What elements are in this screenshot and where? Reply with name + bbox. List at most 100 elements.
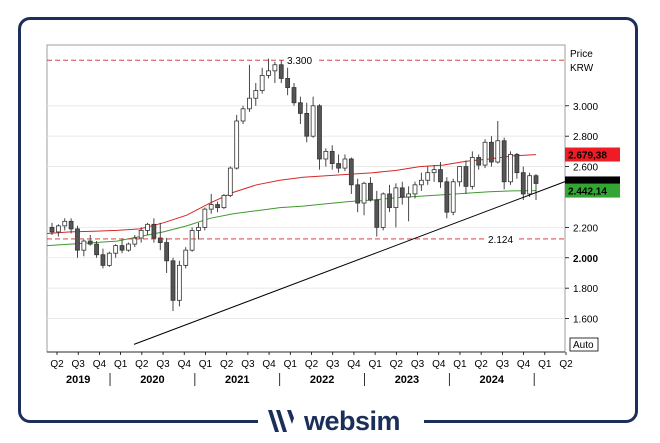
y-axis-currency: KRW: [570, 63, 594, 74]
candle-body: [399, 187, 405, 198]
candle-body: [227, 167, 233, 196]
y-tick-label: 3.000: [573, 102, 598, 113]
candle-body: [208, 204, 214, 210]
level-label: 2.124: [488, 235, 513, 246]
candle-body: [87, 240, 93, 245]
candle-body: [495, 140, 501, 163]
candle-body: [425, 172, 431, 181]
candle-body: [94, 243, 99, 256]
candle-body: [189, 230, 195, 251]
candle-body: [361, 182, 367, 204]
candle-body: [387, 193, 392, 209]
x-quarter-label: Q1: [538, 359, 552, 370]
candle-body: [113, 245, 119, 254]
x-quarter-label: Q4: [93, 359, 107, 370]
candle-body: [145, 223, 150, 231]
level-label-bg: [485, 232, 519, 245]
x-quarter-label: Q3: [72, 359, 86, 370]
x-quarter-label: Q2: [135, 359, 149, 370]
x-quarter-label: Q3: [326, 359, 340, 370]
x-year-label: 2022: [310, 374, 334, 386]
level-label-bg: [284, 54, 318, 67]
candle-body: [266, 70, 271, 76]
candle-body: [514, 154, 520, 174]
candle-body: [323, 150, 329, 160]
candle-body: [310, 105, 316, 137]
candle-body: [489, 141, 494, 163]
candle-body: [329, 150, 335, 164]
candle-body: [317, 105, 322, 160]
value-badge: [565, 147, 620, 162]
candle-body: [508, 154, 513, 183]
candle-body: [221, 195, 227, 209]
x-quarter-label: Q4: [262, 359, 276, 370]
candle-body: [355, 184, 361, 204]
candle-body: [100, 254, 106, 266]
candle-body: [304, 112, 310, 137]
x-year-label: 2021: [225, 374, 249, 386]
x-quarter-label: Q3: [241, 359, 255, 370]
websim-logo-icon: [268, 410, 294, 432]
candle-body: [259, 74, 265, 91]
x-quarter-label: Q4: [517, 359, 531, 370]
x-quarter-label: Q1: [453, 359, 467, 370]
plot-area: [46, 44, 566, 353]
candle-body: [119, 245, 125, 251]
candle-body: [68, 220, 74, 230]
candle-body: [393, 187, 399, 209]
value-badge-label: 2.679,38: [568, 151, 607, 162]
websim-logo: websim: [258, 404, 424, 438]
candle-body: [438, 169, 443, 183]
candle-body: [272, 64, 278, 72]
candle-body: [234, 120, 240, 169]
value-badge-label: 2.442,14: [568, 187, 607, 198]
candle-body: [380, 193, 386, 228]
candle-body: [412, 184, 418, 195]
y-tick-label: 2.000: [573, 254, 598, 265]
candle-body: [196, 226, 201, 231]
x-quarter-label: Q1: [114, 359, 128, 370]
candle-body: [278, 64, 284, 79]
candle-body: [463, 166, 469, 187]
candle-body: [81, 240, 87, 251]
x-quarter-label: Q1: [368, 359, 382, 370]
x-quarter-label: Q3: [411, 359, 425, 370]
candle-body: [444, 181, 450, 213]
x-year-label: 2023: [395, 374, 419, 386]
candle-body: [215, 204, 220, 209]
candle-body: [132, 237, 138, 245]
value-badge: [565, 183, 620, 198]
y-axis-title: Price: [570, 49, 593, 60]
candle-body: [368, 182, 373, 201]
candle-body: [527, 175, 533, 195]
x-year-label: 2024: [480, 374, 505, 386]
candle-body: [501, 140, 507, 183]
candle-body: [406, 193, 412, 198]
moving-average-red: [46, 154, 537, 234]
candle-body: [247, 97, 252, 110]
candle-body: [126, 243, 131, 251]
candle-body: [176, 264, 182, 301]
candle-body: [457, 166, 462, 183]
auto-button-label: Auto: [573, 340, 594, 351]
x-quarter-label: Q3: [156, 359, 170, 370]
x-quarter-label: Q3: [496, 359, 510, 370]
candle-body: [240, 108, 246, 122]
y-tick-label: 2.800: [573, 132, 598, 143]
candle-body: [151, 223, 157, 239]
candle-body: [157, 237, 163, 243]
x-year-label: 2020: [140, 374, 164, 386]
x-quarter-label: Q2: [559, 359, 573, 370]
candle-body: [138, 230, 144, 239]
candle-body: [202, 208, 208, 228]
candle-body: [285, 78, 291, 88]
trendline: [133, 181, 566, 345]
y-tick-label: 1.800: [573, 284, 598, 295]
websim-logo-text: websim: [304, 405, 401, 436]
auto-button[interactable]: [569, 337, 599, 352]
candle-body: [482, 141, 488, 166]
x-quarter-label: Q2: [220, 359, 234, 370]
candle-body: [164, 242, 170, 262]
x-quarter-label: Q2: [50, 359, 64, 370]
